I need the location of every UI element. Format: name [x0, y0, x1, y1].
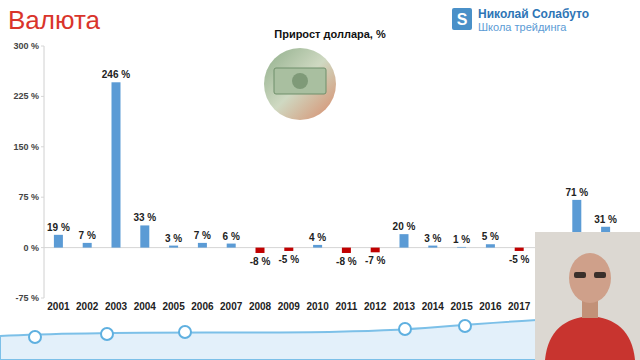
- webcam-head: [569, 253, 611, 303]
- data-label: 4 %: [309, 232, 326, 243]
- data-label: 31 %: [594, 214, 617, 225]
- y-axis-line: [44, 46, 45, 298]
- data-label: 3 %: [165, 233, 182, 244]
- x-tick-label: 2014: [422, 301, 445, 312]
- x-tick-label: 2011: [336, 301, 358, 312]
- x-tick-label: 2008: [249, 301, 272, 312]
- bar: [140, 225, 149, 247]
- y-tick-label: 75 %: [18, 192, 39, 202]
- data-label: 5 %: [482, 231, 499, 242]
- y-tick: [41, 298, 44, 299]
- logo-box: [452, 8, 472, 30]
- y-tick-label: 150 %: [13, 142, 39, 152]
- y-tick-label: -75 %: [15, 293, 39, 303]
- y-tick: [41, 46, 44, 47]
- x-tick-label: 2007: [220, 301, 243, 312]
- brand-subtitle: Школа трейдинга: [478, 21, 567, 33]
- data-label: -8 %: [250, 256, 271, 267]
- bar: [313, 245, 322, 248]
- data-label: -8 %: [336, 256, 357, 267]
- data-label: 33 %: [133, 212, 156, 223]
- data-label: 246 %: [102, 69, 130, 80]
- x-tick-label: 2012: [364, 301, 387, 312]
- bar: [457, 246, 466, 248]
- logo-mark: S: [457, 11, 468, 28]
- bar: [400, 234, 409, 247]
- bar: [342, 248, 351, 253]
- x-tick-label: 2009: [278, 301, 301, 312]
- money-photo: [264, 48, 336, 120]
- chart-title: Прирост доллара, %: [274, 28, 386, 40]
- data-label: 1 %: [453, 234, 470, 245]
- wave-dot: [399, 323, 411, 335]
- data-label: 3 %: [424, 233, 441, 244]
- y-tick: [41, 247, 620, 248]
- bar: [371, 248, 380, 253]
- bar: [486, 244, 495, 247]
- data-label: 19 %: [47, 222, 70, 233]
- webcam: [535, 232, 640, 360]
- x-tick-label: 2005: [162, 301, 185, 312]
- data-label: 6 %: [223, 231, 240, 242]
- wave-dot: [459, 320, 471, 332]
- y-tick: [41, 96, 44, 97]
- data-label: 7 %: [79, 230, 96, 241]
- wave-dot: [179, 326, 191, 338]
- banknote: [274, 68, 326, 94]
- y-tick-label: 0 %: [23, 243, 39, 253]
- bars: [54, 82, 610, 253]
- bar: [227, 244, 236, 248]
- bar: [112, 82, 121, 247]
- brand: Николай Солабуто: [478, 7, 589, 21]
- x-tick-label: 2002: [76, 301, 99, 312]
- x-tick-label: 2003: [105, 301, 128, 312]
- y-tick: [41, 197, 44, 198]
- data-label: -7 %: [365, 255, 386, 266]
- x-tick-label: 2004: [134, 301, 157, 312]
- bar: [169, 246, 178, 248]
- wave-dot: [101, 328, 113, 340]
- data-label: 71 %: [565, 187, 588, 198]
- bar: [515, 248, 524, 251]
- y-tick-label: 300 %: [13, 41, 39, 51]
- webcam-glasses: [594, 272, 606, 278]
- x-tick-label: 2001: [47, 301, 70, 312]
- x-tick-label: 2015: [450, 301, 473, 312]
- wave-dot: [29, 331, 41, 343]
- bar: [83, 243, 92, 248]
- x-tick-label: 2016: [479, 301, 502, 312]
- y-tick: [41, 146, 44, 147]
- data-label: 7 %: [194, 230, 211, 241]
- webcam-shirt: [545, 316, 635, 360]
- bar: [256, 248, 265, 253]
- bar: [54, 235, 63, 248]
- y-tick-label: 225 %: [13, 91, 39, 101]
- bar: [428, 246, 437, 248]
- bar: [284, 248, 293, 251]
- data-label: -5 %: [279, 254, 300, 265]
- x-tick-label: 2010: [306, 301, 329, 312]
- webcam-frame: [535, 232, 640, 360]
- x-tick-label: 2013: [393, 301, 416, 312]
- x-tick-label: 2017: [508, 301, 531, 312]
- data-label: -5 %: [509, 254, 530, 265]
- data-label: 20 %: [393, 221, 416, 232]
- page: Валюта S Николай СолабутоШкола трейдинга Пр…: [0, 0, 640, 360]
- banknote-portrait: [292, 73, 308, 89]
- page-title: Валюта: [8, 5, 101, 35]
- webcam-glasses: [574, 272, 586, 278]
- x-tick-label: 2006: [191, 301, 214, 312]
- bar: [198, 243, 207, 248]
